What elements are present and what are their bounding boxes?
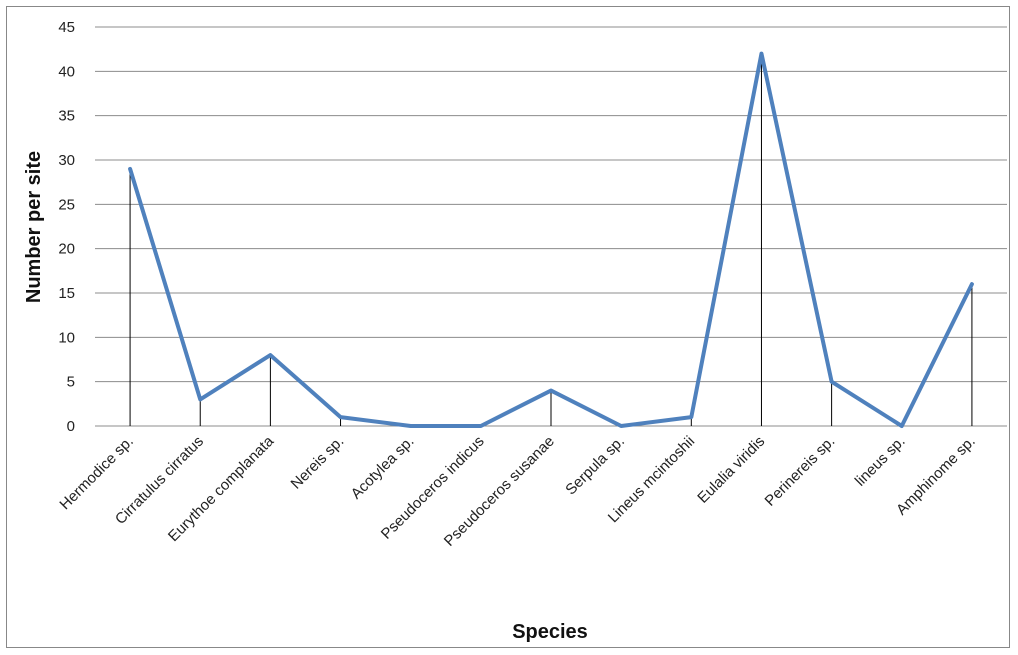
data-point — [831, 381, 833, 383]
data-point — [199, 398, 201, 400]
y-tick-label: 30 — [58, 152, 75, 169]
data-point — [901, 425, 903, 427]
y-tick-label: 20 — [58, 241, 75, 258]
data-point — [971, 283, 973, 285]
data-point — [410, 425, 412, 427]
y-tick-labels: 0 5 10 15 20 25 30 35 40 45 — [58, 19, 75, 435]
y-tick-label: 15 — [58, 285, 75, 302]
y-axis-title: Number per site — [23, 151, 45, 303]
y-tick-label: 45 — [58, 19, 75, 36]
y-tick-label: 0 — [67, 418, 75, 435]
x-category-label: Hermodice sp. — [57, 433, 137, 513]
y-tick-label: 25 — [58, 196, 75, 213]
x-category-label: Perinereis sp. — [762, 433, 839, 510]
x-axis-title: Species — [512, 621, 588, 643]
x-category-label: Serpula sp. — [562, 433, 628, 499]
y-tick-label: 10 — [58, 329, 75, 346]
data-point — [690, 416, 692, 418]
data-point — [550, 390, 552, 392]
data-point — [620, 425, 622, 427]
y-tick-label: 35 — [58, 108, 75, 125]
data-point — [760, 53, 762, 55]
series-line — [128, 51, 974, 428]
data-point — [269, 354, 271, 356]
data-point — [480, 425, 482, 427]
x-category-label: lineus sp. — [852, 433, 909, 490]
y-tick-label: 40 — [58, 63, 75, 80]
drop-lines — [129, 53, 973, 426]
x-category-labels: Hermodice sp.Cirratulus cirratusEurythoe… — [57, 432, 979, 549]
x-category-label: Acotylea sp. — [348, 433, 418, 503]
y-tick-label: 5 — [67, 374, 75, 391]
gridlines — [95, 26, 1007, 427]
x-category-label: Eulalia viridis — [694, 433, 768, 507]
data-point — [340, 416, 342, 418]
chart-frame — [6, 6, 1010, 648]
series-line-path — [128, 51, 974, 428]
x-category-label: Nereis sp. — [288, 433, 348, 493]
data-point — [129, 168, 131, 170]
